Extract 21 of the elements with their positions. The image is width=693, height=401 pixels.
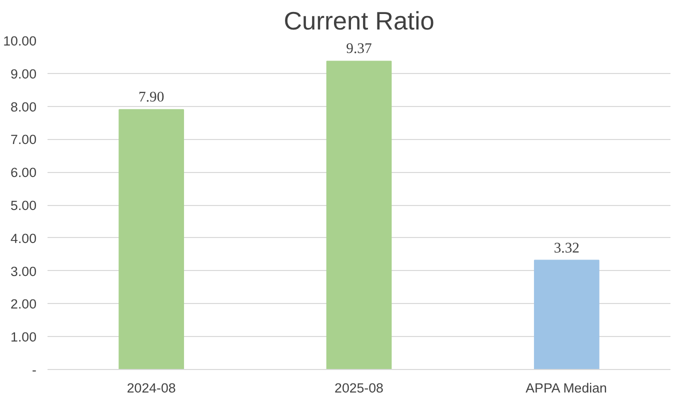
bar (326, 60, 392, 370)
x-tick-label: APPA Median (526, 380, 607, 396)
bar (534, 260, 600, 370)
y-tick-label: 3.00 (10, 264, 37, 279)
bar (118, 109, 184, 370)
x-tick-label: 2024-08 (126, 380, 176, 396)
x-tick-label: 2025-08 (334, 380, 384, 396)
data-label: 9.37 (346, 41, 372, 58)
y-tick-label: 5.00 (10, 198, 37, 213)
y-tick-label: 6.00 (10, 165, 37, 180)
y-tick-label: 2.00 (10, 296, 37, 312)
y-tick-label: 4.00 (10, 230, 37, 246)
y-tick-label: - (32, 362, 37, 378)
y-tick-label: 1.00 (10, 330, 37, 345)
chart-title: Current Ratio (284, 8, 434, 36)
data-label: 7.90 (138, 90, 164, 106)
data-label: 3.32 (554, 240, 580, 256)
y-tick-label: 8.00 (10, 99, 37, 114)
y-tick-label: 9.00 (10, 66, 37, 82)
y-tick-label: 7.00 (10, 132, 37, 148)
y-tick-label: 10.00 (3, 34, 37, 48)
